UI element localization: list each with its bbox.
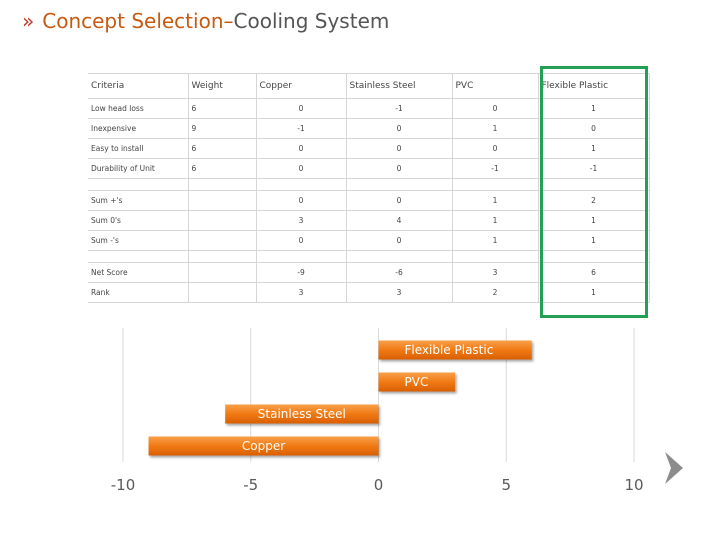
cell-stainless-steel: -1 bbox=[346, 98, 453, 119]
cell-flexible-plastic: 6 bbox=[538, 262, 650, 283]
cell-criteria: Sum +'s bbox=[88, 190, 189, 211]
table-row: Rank 3 3 2 1 bbox=[88, 282, 650, 303]
cell-weight bbox=[188, 282, 257, 303]
cell-criteria: Easy to install bbox=[88, 138, 189, 159]
cell-flexible-plastic: 1 bbox=[538, 138, 650, 159]
cell-pvc: 1 bbox=[452, 210, 539, 231]
cell-copper: 0 bbox=[256, 98, 347, 119]
table-row: Low head loss 6 0 -1 0 1 bbox=[88, 98, 650, 119]
chart-x-tick-labels: -10 -5 0 5 10 bbox=[111, 476, 644, 494]
bar-label: PVC bbox=[405, 375, 429, 389]
table-row: Inexpensive 9 -1 0 1 0 bbox=[88, 118, 650, 139]
cell-criteria: Inexpensive bbox=[88, 118, 189, 139]
cell-copper: -1 bbox=[256, 118, 347, 139]
cell-flexible-plastic: -1 bbox=[538, 158, 650, 179]
cell-stainless-steel: 0 bbox=[346, 138, 453, 159]
cell-copper: -9 bbox=[256, 262, 347, 283]
cell-pvc: 3 bbox=[452, 262, 539, 283]
x-tick-label: -5 bbox=[243, 476, 258, 494]
header-flexible-plastic: Flexible Plastic bbox=[538, 73, 650, 99]
bar-stainless-steel bbox=[225, 404, 379, 424]
bar-label: Flexible Plastic bbox=[405, 343, 494, 357]
cell-stainless-steel: 0 bbox=[346, 230, 453, 251]
cell-weight bbox=[188, 262, 257, 283]
cell-stainless-steel: -6 bbox=[346, 262, 453, 283]
cell-pvc: 2 bbox=[452, 282, 539, 303]
table-row: Easy to install 6 0 0 0 1 bbox=[88, 138, 650, 159]
cell-weight bbox=[188, 190, 257, 211]
x-tick-label: 10 bbox=[624, 476, 643, 494]
cell-weight bbox=[188, 210, 257, 231]
cell-criteria: Low head loss bbox=[88, 98, 189, 119]
cell-weight: 6 bbox=[188, 138, 257, 159]
cell-criteria: Sum -'s bbox=[88, 230, 189, 251]
cell-flexible-plastic: 1 bbox=[538, 98, 650, 119]
cell-criteria: Net Score bbox=[88, 262, 189, 283]
header-weight: Weight bbox=[188, 73, 257, 99]
cell-pvc: 1 bbox=[452, 230, 539, 251]
cell-criteria: Rank bbox=[88, 282, 189, 303]
cell-flexible-plastic: 1 bbox=[538, 282, 650, 303]
cell-stainless-steel: 0 bbox=[346, 118, 453, 139]
x-tick-label: 0 bbox=[374, 476, 384, 494]
cell-stainless-steel: 3 bbox=[346, 282, 453, 303]
cell-pvc: 1 bbox=[452, 190, 539, 211]
table-spacer-row bbox=[88, 250, 650, 263]
cell-copper: 3 bbox=[256, 210, 347, 231]
slide-title: » Concept Selection– Cooling System bbox=[22, 9, 389, 39]
chevron-right-icon[interactable] bbox=[662, 450, 686, 486]
title-bullet: » bbox=[22, 9, 35, 33]
header-copper: Copper bbox=[256, 73, 347, 99]
cell-pvc: 0 bbox=[452, 138, 539, 159]
decision-matrix-table: Criteria Weight Copper Stainless Steel P… bbox=[88, 73, 650, 303]
cell-flexible-plastic: 2 bbox=[538, 190, 650, 211]
cell-criteria: Sum 0's bbox=[88, 210, 189, 231]
bar-flexible-plastic bbox=[378, 340, 532, 360]
cell-stainless-steel: 0 bbox=[346, 158, 453, 179]
table-header-row: Criteria Weight Copper Stainless Steel P… bbox=[88, 73, 650, 99]
cell-copper: 0 bbox=[256, 190, 347, 211]
table-row: Sum 0's 3 4 1 1 bbox=[88, 210, 650, 231]
header-pvc: PVC bbox=[452, 73, 539, 99]
cell-weight: 6 bbox=[188, 158, 257, 179]
cell-stainless-steel: 0 bbox=[346, 190, 453, 211]
cell-flexible-plastic: 0 bbox=[538, 118, 650, 139]
bar-copper bbox=[148, 436, 379, 456]
title-sub: Cooling System bbox=[233, 9, 390, 33]
cell-pvc: -1 bbox=[452, 158, 539, 179]
cell-copper: 3 bbox=[256, 282, 347, 303]
table-row: Sum +'s 0 0 1 2 bbox=[88, 190, 650, 211]
cell-copper: 0 bbox=[256, 230, 347, 251]
cell-criteria: Durability of Unit bbox=[88, 158, 189, 179]
header-stainless-steel: Stainless Steel bbox=[346, 73, 453, 99]
cell-weight: 9 bbox=[188, 118, 257, 139]
bar-label: Copper bbox=[242, 439, 285, 453]
table-row: Durability of Unit 6 0 0 -1 -1 bbox=[88, 158, 650, 179]
x-tick-label: -10 bbox=[111, 476, 136, 494]
bar-pvc bbox=[378, 372, 456, 392]
bar-label: Stainless Steel bbox=[258, 407, 346, 421]
winner-highlight-box bbox=[540, 66, 648, 318]
cell-stainless-steel: 4 bbox=[346, 210, 453, 231]
title-main: Concept Selection– bbox=[42, 9, 234, 33]
table-spacer-row bbox=[88, 178, 650, 191]
x-tick-label: 5 bbox=[501, 476, 511, 494]
cell-flexible-plastic: 1 bbox=[538, 210, 650, 231]
cell-copper: 0 bbox=[256, 158, 347, 179]
cell-pvc: 1 bbox=[452, 118, 539, 139]
table-row: Net Score -9 -6 3 6 bbox=[88, 262, 650, 283]
cell-weight bbox=[188, 230, 257, 251]
header-criteria: Criteria bbox=[88, 73, 189, 99]
cell-weight: 6 bbox=[188, 98, 257, 119]
chart-bars: Flexible Plastic PVC Stainless Steel Copper bbox=[148, 340, 532, 456]
cell-flexible-plastic: 1 bbox=[538, 230, 650, 251]
cell-pvc: 0 bbox=[452, 98, 539, 119]
table-row: Sum -'s 0 0 1 1 bbox=[88, 230, 650, 251]
cell-copper: 0 bbox=[256, 138, 347, 159]
